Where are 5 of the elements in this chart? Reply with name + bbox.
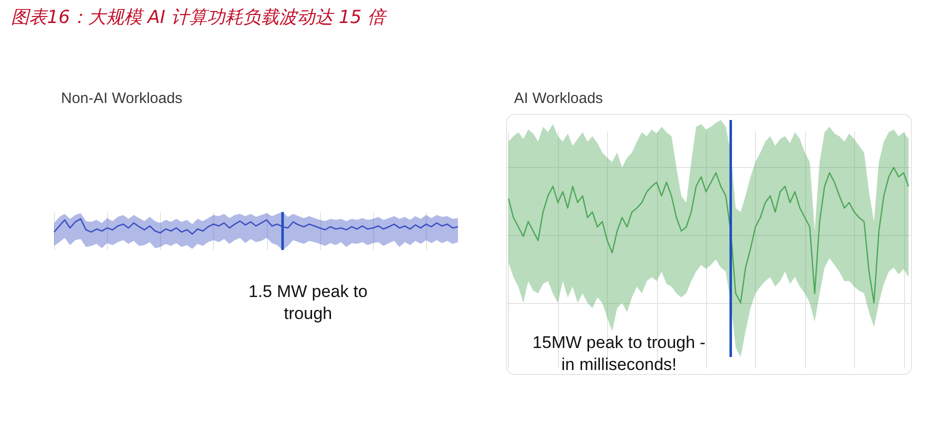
text: 15MW peak to trough - in milliseconds! (532, 333, 706, 374)
text: 图表16：大规模 AI 计算功耗负载波动达 15 倍 (11, 7, 388, 28)
text: 1.5 MW peak to trough (248, 282, 368, 323)
chart-title: Non-AI Workloads (61, 90, 182, 107)
chart-title: AI Workloads (514, 90, 603, 107)
